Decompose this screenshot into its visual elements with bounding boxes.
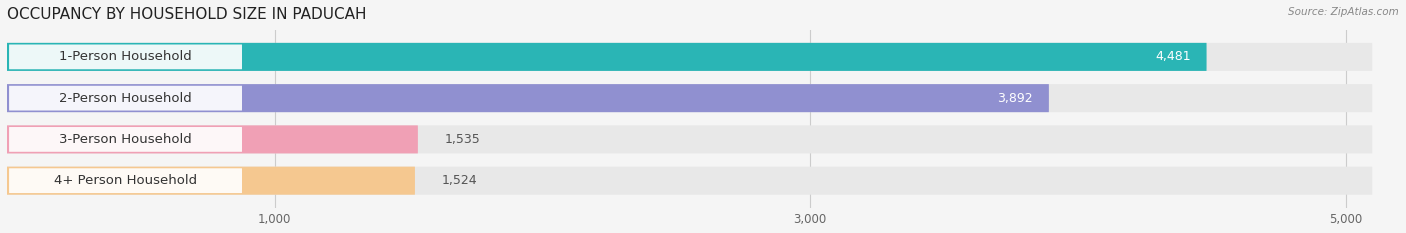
FancyBboxPatch shape (7, 43, 1372, 71)
FancyBboxPatch shape (8, 168, 242, 193)
FancyBboxPatch shape (8, 127, 242, 152)
FancyBboxPatch shape (7, 167, 1372, 195)
FancyBboxPatch shape (8, 86, 242, 110)
FancyBboxPatch shape (7, 125, 1372, 154)
FancyBboxPatch shape (7, 43, 1206, 71)
Text: OCCUPANCY BY HOUSEHOLD SIZE IN PADUCAH: OCCUPANCY BY HOUSEHOLD SIZE IN PADUCAH (7, 7, 367, 22)
Text: 1,524: 1,524 (441, 174, 477, 187)
Text: 1-Person Household: 1-Person Household (59, 50, 191, 63)
FancyBboxPatch shape (7, 125, 418, 154)
FancyBboxPatch shape (8, 45, 242, 69)
FancyBboxPatch shape (7, 167, 415, 195)
Text: 3-Person Household: 3-Person Household (59, 133, 191, 146)
Text: 4+ Person Household: 4+ Person Household (53, 174, 197, 187)
Text: 2-Person Household: 2-Person Household (59, 92, 191, 105)
FancyBboxPatch shape (7, 84, 1372, 112)
Text: 4,481: 4,481 (1154, 50, 1191, 63)
FancyBboxPatch shape (7, 84, 1049, 112)
Text: Source: ZipAtlas.com: Source: ZipAtlas.com (1288, 7, 1399, 17)
Text: 1,535: 1,535 (444, 133, 481, 146)
Text: 3,892: 3,892 (997, 92, 1033, 105)
